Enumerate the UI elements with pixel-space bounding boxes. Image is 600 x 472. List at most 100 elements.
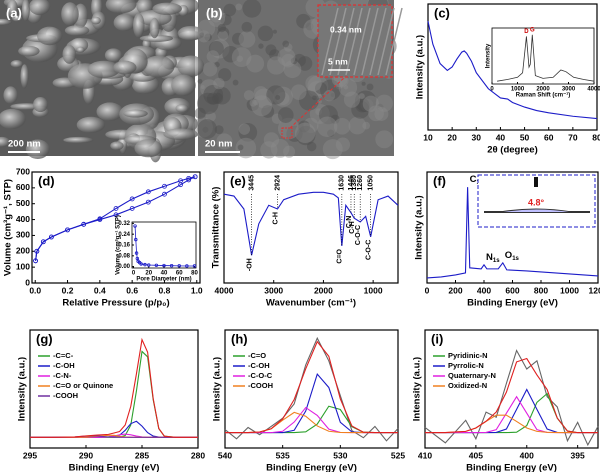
- lattice-fringe: [345, 7, 363, 76]
- series-line: [223, 191, 399, 256]
- inset-scale-label: 5 nm: [328, 56, 348, 66]
- plot-frame: [223, 171, 399, 284]
- texture: [275, 95, 281, 100]
- texture: [218, 68, 232, 82]
- data-point: [147, 263, 151, 267]
- texture: [277, 117, 300, 140]
- texture: [242, 0, 262, 18]
- texture: [305, 75, 322, 92]
- texture: [290, 57, 298, 65]
- y-axis-label: Intensity (a.u.): [17, 357, 28, 421]
- plot-frame: [491, 27, 595, 85]
- y-tick-label: 200: [16, 246, 30, 256]
- texture: [200, 85, 205, 90]
- x-tick-label: 30: [472, 132, 482, 142]
- x-tick-label: 0.8: [159, 285, 171, 295]
- element: N: [486, 251, 493, 262]
- orbital: 1s: [493, 257, 500, 263]
- texture: [307, 75, 329, 97]
- particle: [134, 139, 163, 158]
- texture: [317, 99, 322, 104]
- x-tick-label: 405: [469, 450, 483, 460]
- x-tick-label: 0: [132, 271, 136, 277]
- x-tick-label: 600: [505, 285, 519, 295]
- texture: [298, 120, 310, 133]
- x-tick-label: 1000: [364, 285, 383, 295]
- texture: [206, 50, 220, 63]
- x-tick-label: 70: [568, 132, 578, 142]
- y-tick-label: 0.00: [118, 264, 130, 270]
- element: O: [505, 249, 512, 260]
- texture: [216, 133, 233, 150]
- lattice-fringe: [361, 7, 379, 76]
- texture: [238, 30, 256, 48]
- y-axis-label: Intensity (a.u.): [415, 35, 426, 99]
- texture: [360, 98, 374, 112]
- x-axis-label: Binding Energy (eV): [69, 463, 160, 472]
- particle: [177, 25, 204, 41]
- data-point: [129, 206, 135, 211]
- texture: [330, 92, 335, 98]
- series-line: [35, 176, 196, 261]
- x-axis-label: Wavenumber (cm⁻¹): [266, 298, 356, 309]
- data-point: [139, 262, 143, 266]
- particle: [171, 74, 196, 97]
- texture: [283, 145, 296, 158]
- series-line: [497, 34, 595, 82]
- data-point: [162, 183, 167, 189]
- y-tick-label: 0.24: [118, 232, 130, 238]
- particle: [21, 0, 30, 22]
- texture: [265, 44, 277, 56]
- chart: 0 200 400 600 800 1000 1200 Binding Energy (eV)…: [414, 171, 600, 309]
- texture: [249, 99, 257, 107]
- x-tick-label: 525: [391, 450, 405, 460]
- texture: [208, 9, 226, 27]
- band-wavenumber: 1446: [348, 175, 355, 191]
- texture: [358, 93, 365, 100]
- x-tick-label: 1200: [589, 285, 600, 295]
- y-tick-label: 0.16: [118, 243, 130, 249]
- x-tick-label: 800: [534, 285, 548, 295]
- texture: [333, 117, 351, 135]
- y-tick-label: 0.32: [118, 221, 130, 227]
- x-tick-label: 3000: [264, 285, 283, 295]
- legend-label: -COOH: [53, 391, 78, 400]
- legend-label: Quaternary-N: [448, 371, 496, 380]
- x-tick-label: 50: [520, 132, 530, 142]
- legend-label: Pyrrolic-N: [448, 361, 484, 370]
- texture: [271, 113, 283, 125]
- texture: [334, 80, 344, 90]
- y-tick-label: 0: [25, 277, 30, 287]
- plot-frame: [427, 3, 598, 131]
- particle: [105, 0, 137, 14]
- texture: [276, 92, 290, 106]
- y-tick-label: 700: [16, 166, 30, 176]
- y-tick-label: 100: [16, 261, 30, 271]
- texture: [362, 121, 371, 130]
- texture: [292, 53, 306, 67]
- legend-label: -C=C-: [53, 351, 74, 360]
- texture: [322, 139, 343, 160]
- inset-chart: 0 20 40 60 80 0.00 0.08 0.16 0.24 0.32 Pore Diamet…: [115, 215, 199, 282]
- panel-label: (g): [36, 331, 53, 346]
- texture: [343, 91, 361, 108]
- legend-label: -C-OH: [248, 361, 270, 370]
- texture: [194, 107, 206, 119]
- texture: [251, 95, 273, 117]
- legend-label: Oxidized-N: [448, 381, 487, 390]
- y-axis-label: Transmittance (%): [211, 187, 222, 269]
- texture: [281, 53, 296, 68]
- texture: [270, 139, 290, 158]
- panel-label: (h): [231, 331, 248, 346]
- texture: [294, 122, 316, 144]
- band-assignment: C=O: [337, 248, 344, 263]
- plot-frame: [29, 329, 199, 449]
- texture: [330, 114, 340, 124]
- x-tick-label: 540: [218, 450, 232, 460]
- element: C: [470, 174, 477, 185]
- texture: [315, 108, 323, 116]
- band-assignment: C-H: [349, 221, 356, 233]
- data-point: [113, 206, 119, 211]
- series-line: [427, 21, 598, 120]
